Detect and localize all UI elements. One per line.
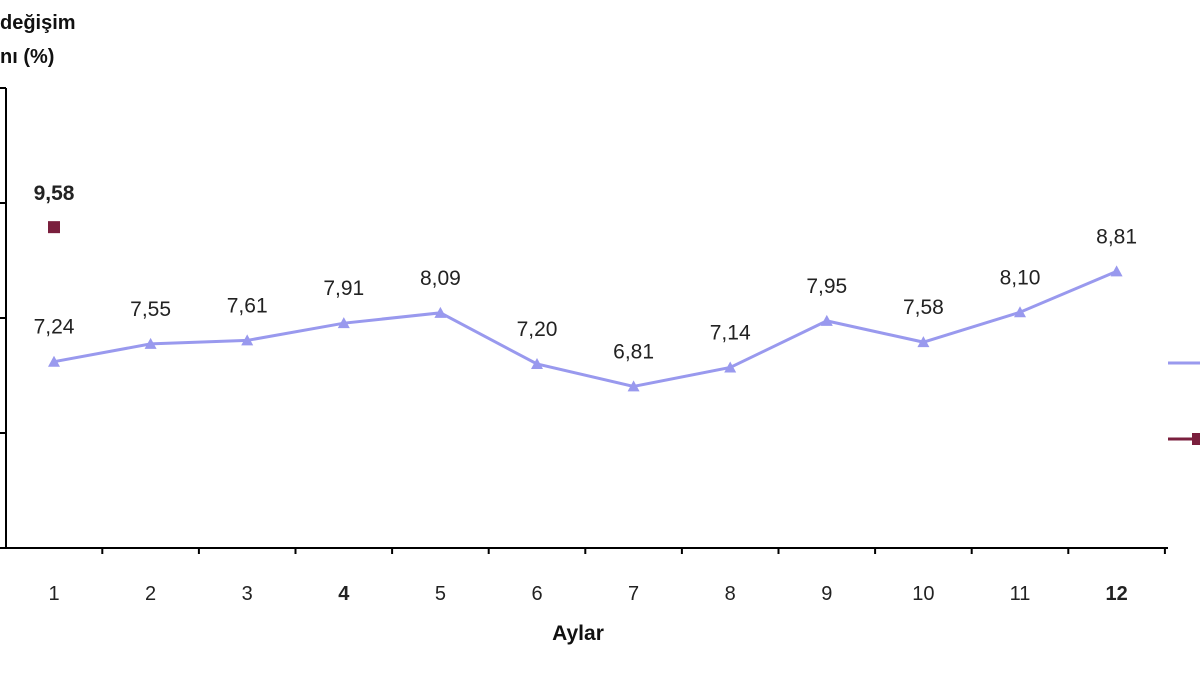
series-1-marker bbox=[1110, 265, 1123, 277]
series-1-data-label: 7,24 bbox=[34, 316, 75, 339]
series-1-marker bbox=[434, 306, 447, 318]
series-1-data-label: 6,81 bbox=[613, 340, 654, 363]
series-1-marker bbox=[627, 380, 640, 392]
x-tick-label: 4 bbox=[338, 583, 350, 605]
series-2-marker bbox=[48, 221, 60, 234]
x-tick-label: 8 bbox=[725, 583, 736, 605]
series-1-marker bbox=[724, 361, 737, 373]
series-1-data-label: 7,58 bbox=[903, 296, 944, 319]
series-1-line bbox=[53, 270, 1118, 388]
series-1-data-label: 7,14 bbox=[710, 321, 751, 344]
series-1-data-label: 8,09 bbox=[420, 267, 461, 290]
x-tick-label: 3 bbox=[242, 583, 253, 605]
series-1-data-label: 7,91 bbox=[323, 277, 364, 300]
series-1-marker bbox=[48, 355, 60, 367]
series-1-marker bbox=[820, 314, 833, 326]
series-1-marker bbox=[241, 334, 254, 346]
x-tick-label: 10 bbox=[912, 583, 934, 605]
series-1-marker bbox=[1014, 306, 1026, 318]
y-axis-label-line-2: nı (%) bbox=[0, 46, 55, 68]
series-1-data-label: 7,61 bbox=[227, 294, 268, 317]
series-1-data-label: 7,20 bbox=[517, 318, 558, 341]
x-axis-label: Aylar bbox=[552, 622, 604, 645]
series-1-marker bbox=[917, 336, 930, 348]
x-tick-label: 7 bbox=[628, 583, 639, 605]
x-tick-label: 2 bbox=[145, 583, 156, 605]
x-tick-label: 6 bbox=[531, 583, 542, 605]
x-tick-label: 5 bbox=[435, 583, 446, 605]
series-1-data-label: 7,55 bbox=[130, 298, 171, 321]
x-tick-label: 9 bbox=[821, 583, 832, 605]
series-1-data-label: 8,10 bbox=[1000, 266, 1041, 289]
series-1-data-label: 7,95 bbox=[806, 275, 847, 298]
y-axis-label-line-1: değişim bbox=[0, 12, 76, 34]
series-1-marker bbox=[337, 317, 350, 329]
series-1-marker bbox=[144, 337, 157, 349]
x-tick-label: 11 bbox=[1010, 583, 1031, 605]
x-tick-label: 1 bbox=[48, 583, 59, 605]
legend-series-2-marker bbox=[1192, 433, 1200, 445]
series-1-data-label: 8,81 bbox=[1096, 225, 1137, 248]
x-tick-label: 12 bbox=[1105, 583, 1127, 605]
series-1-marker bbox=[531, 358, 543, 369]
series-2-data-label: 9,58 bbox=[34, 182, 75, 205]
